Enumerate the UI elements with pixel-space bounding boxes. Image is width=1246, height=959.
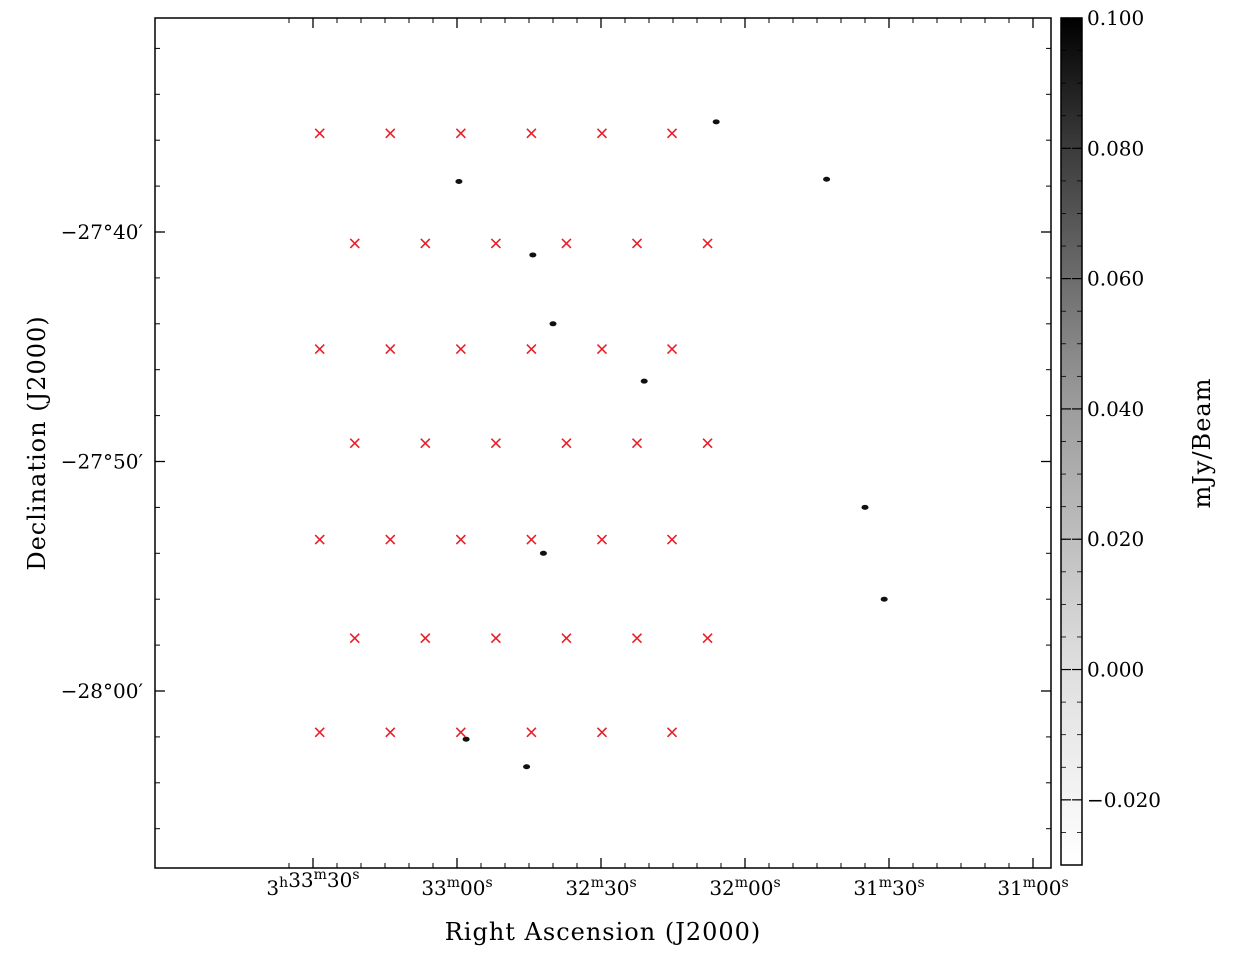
pointing-marker [314,128,325,139]
x-axis-ticks: 3h33m30s 33m00s 32m30s 32m00s 31m30s 31m00s [266,18,1069,900]
source-blob [823,176,831,182]
pointing-marker [385,128,396,139]
pointing-marker [702,438,713,449]
plot-frame [154,17,1052,869]
pointing-marker [526,534,537,545]
pointing-marker [702,633,713,644]
pointing-marker [490,438,501,449]
pointing-marker [385,343,396,355]
colorbar-tick-label: 0.100 [1087,6,1144,30]
source-blob [529,252,537,258]
pointing-marker [420,238,431,249]
pointing-marker [631,238,643,249]
pointing-marker [455,343,466,355]
minor-ticks [155,18,1051,868]
y-axis-title: Declination (J2000) [23,315,51,570]
pointing-marker [349,238,360,249]
pointing-marker [349,633,360,644]
pointing-marker [561,238,572,249]
mosaic-image [155,18,1051,868]
pointing-marker [596,534,608,545]
colorbar-tick-label: 0.040 [1087,397,1144,421]
source-blob [861,504,869,510]
pointing-marker [314,534,325,545]
pointing-marker [666,534,678,545]
x-axis-title: Right Ascension (J2000) [445,918,762,946]
pointing-marker [455,534,466,545]
pointing-marker [666,343,678,355]
pointing-marker [526,727,537,738]
pointing-marker [420,633,431,644]
colorbar-tick-label: 0.080 [1087,136,1144,160]
source-blob [523,764,531,770]
x-tick-label: 31m30s [853,875,924,900]
colorbar-tick-label: −0.020 [1087,788,1161,812]
pointing-marker [455,128,466,139]
pointing-marker [420,438,431,449]
source-blob [712,119,720,125]
colorbar-label: mJy/Beam [1188,378,1216,509]
source-blob [640,378,648,384]
pointing-marker [561,438,572,449]
x-tick-label: 3h33m30s [266,867,359,900]
image-panel: 3h33m30s 33m00s 32m30s 32m00s 31m30s 31m00s −… [61,17,1069,900]
colorbar-tick-label: 0.000 [1087,658,1144,682]
pointing-marker [490,238,501,249]
pointing-marker [385,534,396,545]
x-tick-label: 32m30s [565,875,636,900]
pointing-marker [385,727,396,738]
pointing-marker [666,727,678,738]
y-axis-ticks: −27°40′ −27°50′ −28°00′ [61,220,1051,703]
source-blob [462,736,470,742]
source-blob [539,550,547,556]
colorbar: 0.100 0.080 0.060 0.040 0.020 0.000 −0.020 mJy… [1060,6,1216,866]
colorbar-tick-label: 0.020 [1087,527,1144,551]
pointing-marker [666,128,678,139]
source-blob [880,596,888,602]
pointing-marker [596,727,608,738]
pointing-marker [314,727,325,738]
x-tick-label: 32m00s [709,875,780,900]
pointing-marker [349,438,360,449]
pointing-marker [490,633,501,644]
y-tick-label: −27°40′ [61,220,144,244]
colorbar-tick-label: 0.060 [1087,267,1144,291]
pointing-marker [596,343,608,355]
pointing-marker [526,343,537,355]
x-tick-label: 33m00s [421,875,492,900]
pointing-marker [702,238,713,249]
source-blob [549,321,557,327]
pointing-marker [631,438,643,449]
colorbar-ticks: 0.100 0.080 0.060 0.040 0.020 0.000 −0.020 [1061,6,1161,866]
pointing-marker [526,128,537,139]
y-tick-label: −28°00′ [61,679,144,703]
pointing-marker [596,128,608,139]
pointing-marker [455,727,466,738]
y-tick-label: −27°50′ [61,450,144,474]
pointing-marker [631,633,643,644]
source-blob [455,179,463,185]
pointing-markers-layer [314,128,713,738]
bright-sources-layer [455,119,888,770]
pointing-marker [314,343,325,355]
pointing-marker [561,633,572,644]
x-tick-label: 31m00s [997,875,1068,900]
